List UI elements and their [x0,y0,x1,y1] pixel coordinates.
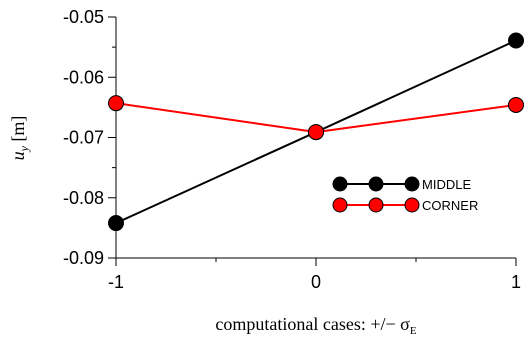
legend-marker-middle [368,176,384,192]
y-axis-title: uy [m] [8,116,31,161]
series-layer [108,32,524,232]
data-point-middle [508,32,524,49]
y-tick-label: -0.08 [63,188,104,208]
legend-marker-corner [368,197,384,213]
legend-marker-middle [332,176,348,192]
data-point-middle [108,215,124,232]
axes: -0.09 -0.08 -0.07 -0.06 -0.05 -1 0 1 [63,7,521,292]
x-tick-label: 0 [311,272,321,292]
y-tick-label: -0.05 [63,7,104,27]
x-tick-label: -1 [108,272,124,292]
legend-label-middle: MIDDLE [422,177,471,192]
data-point-corner [308,124,324,141]
y-tick-label: -0.06 [63,67,104,87]
data-point-corner [508,96,524,113]
legend-label-corner: CORNER [422,198,478,213]
x-tick-label: 1 [511,272,521,292]
legend: MIDDLE CORNER [332,176,478,213]
y-tick-label: -0.09 [63,248,104,268]
data-point-corner [108,95,124,112]
legend-marker-corner [332,197,348,213]
legend-marker-middle [404,176,420,192]
x-axis-title: computational cases: +/− σE [215,314,416,337]
legend-marker-corner [404,197,420,213]
y-tick-label: -0.07 [63,128,104,148]
